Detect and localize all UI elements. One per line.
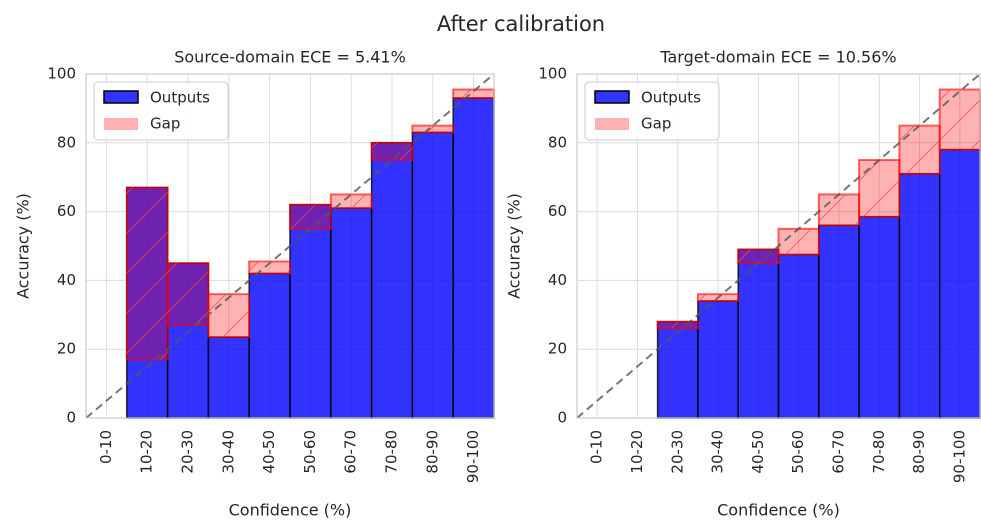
gap-hatch [738, 249, 779, 264]
x-tick-label: 20-30 [668, 430, 686, 474]
diagonal [85, 73, 495, 419]
bar [737, 248, 780, 419]
x-tick-label: 0-10 [97, 430, 115, 464]
x-tick-label: 50-60 [301, 430, 319, 474]
x-tick-label: 60-70 [829, 430, 847, 474]
gap-hatch [371, 142, 413, 160]
x-tick-label: 80-90 [423, 430, 441, 474]
x-tick-label: 50-60 [789, 430, 807, 474]
y-tick-label: 40 [548, 271, 567, 289]
bar [289, 203, 332, 419]
y-axis-label: Accuracy (%) [505, 193, 524, 299]
bar [656, 320, 699, 419]
x-axis-label: Confidence (%) [717, 501, 840, 520]
x-tick-label: 10-20 [628, 430, 646, 474]
bar [818, 224, 860, 419]
y-axis-label: Accuracy (%) [14, 193, 33, 299]
bar [248, 272, 291, 419]
x-tick-label: 0-10 [588, 430, 606, 464]
legend-label: Gap [150, 115, 180, 133]
gap-hatch [453, 89, 494, 99]
x-axis-label: Confidence (%) [229, 501, 352, 520]
bar [777, 253, 820, 419]
axes-title: Source-domain ECE = 5.41% [174, 48, 406, 67]
legend-swatch [104, 118, 138, 130]
gap-hatch [412, 125, 454, 133]
gap-hatch [330, 194, 372, 209]
x-tick-label: 80-90 [910, 430, 928, 474]
gap-hatch [290, 204, 331, 229]
axes: Target-domain ECE = 10.56% 0 20 40 60 80 100 0-… [505, 48, 981, 520]
bar [858, 216, 901, 419]
diagonal [576, 73, 981, 419]
y-tick-label: 0 [557, 409, 567, 427]
axes: Source-domain ECE = 5.41% 0 20 40 60 80 100 0-1… [14, 48, 496, 520]
y-tick-label: 20 [57, 340, 76, 358]
gap-hatch [126, 187, 168, 360]
bar [330, 207, 373, 419]
figure-title: After calibration [437, 12, 605, 36]
x-tick-label: 90-100 [950, 430, 968, 483]
y-tick-label: 20 [548, 340, 567, 358]
bar [207, 336, 250, 419]
bar [411, 131, 454, 419]
y-tick-label: 60 [57, 202, 76, 220]
legend-label: Outputs [641, 89, 701, 107]
gap-hatch [899, 125, 940, 174]
x-tick-label: 40-50 [749, 430, 767, 474]
bar [898, 173, 941, 419]
x-tick-label: 90-100 [464, 430, 482, 483]
gap-hatch [778, 228, 819, 255]
y-tick-label: 0 [66, 409, 76, 427]
x-tick-label: 40-50 [260, 430, 278, 474]
legend-swatch [594, 90, 630, 104]
x-tick-label: 70-80 [383, 430, 401, 474]
y-tick-label: 60 [548, 202, 567, 220]
bar [938, 148, 981, 419]
gap-hatch [818, 194, 860, 226]
bar [370, 142, 414, 419]
y-tick-label: 100 [47, 65, 76, 83]
gap-hatch [939, 89, 980, 150]
legend-swatch [103, 90, 139, 104]
bar [697, 300, 739, 419]
axes-title: Target-domain ECE = 10.56% [659, 48, 896, 67]
legend-label: Gap [641, 115, 671, 133]
y-tick-label: 80 [548, 133, 567, 151]
y-tick-label: 80 [57, 133, 76, 151]
gap-hatch [657, 321, 698, 329]
axes-frame [576, 73, 981, 419]
y-tick-label: 40 [57, 271, 76, 289]
legend-label: Outputs [150, 89, 210, 107]
x-tick-label: 70-80 [870, 430, 888, 474]
x-tick-label: 20-30 [179, 430, 197, 474]
y-tick-label: 100 [538, 65, 567, 83]
x-tick-label: 10-20 [138, 430, 156, 474]
axes-frame [85, 73, 495, 419]
bar [452, 97, 495, 419]
gap-hatch [859, 160, 900, 217]
gap-hatch [208, 294, 250, 338]
x-tick-label: 60-70 [342, 430, 360, 474]
gap-hatch [167, 263, 209, 326]
x-tick-label: 30-40 [219, 430, 237, 474]
legend-swatch [595, 118, 629, 130]
x-tick-label: 30-40 [709, 430, 727, 474]
